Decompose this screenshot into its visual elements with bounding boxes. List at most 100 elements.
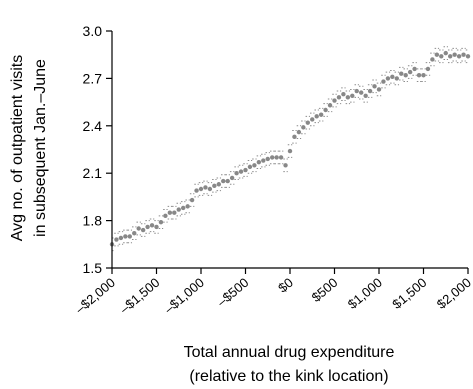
data-point bbox=[176, 207, 181, 212]
x-tick-label: –$1,000 bbox=[161, 275, 207, 317]
data-point bbox=[301, 125, 306, 130]
data-point bbox=[261, 158, 266, 163]
data-point bbox=[327, 103, 333, 108]
data-point bbox=[345, 95, 351, 100]
data-point bbox=[283, 163, 288, 168]
data-point bbox=[225, 178, 230, 184]
data-point bbox=[127, 234, 132, 239]
data-point bbox=[399, 71, 404, 76]
data-point bbox=[421, 73, 426, 78]
data-point bbox=[229, 175, 235, 181]
data-point bbox=[145, 224, 150, 230]
data-point bbox=[265, 156, 270, 162]
data-point bbox=[270, 155, 275, 160]
data-point bbox=[403, 73, 408, 78]
data-point bbox=[305, 120, 310, 125]
data-point bbox=[430, 57, 435, 62]
data-point bbox=[350, 93, 355, 98]
data-point bbox=[310, 117, 315, 122]
data-point bbox=[234, 171, 239, 176]
data-point bbox=[367, 88, 373, 94]
data-point bbox=[318, 112, 324, 117]
y-tick-label: 1.5 bbox=[83, 260, 103, 276]
data-point bbox=[132, 231, 137, 236]
x-axis-title-line-1: Total annual drug expenditure bbox=[184, 344, 395, 361]
data-point bbox=[354, 88, 359, 94]
data-point bbox=[448, 54, 453, 59]
data-point bbox=[434, 52, 440, 57]
data-point bbox=[332, 98, 337, 103]
data-point bbox=[390, 74, 395, 80]
data-point bbox=[185, 204, 190, 209]
data-point bbox=[372, 84, 377, 89]
data-point bbox=[416, 73, 422, 78]
y-axis-title-line-2: in subsequent Jan.–June bbox=[32, 59, 49, 237]
data-point bbox=[314, 114, 319, 119]
y-axis-ticks: 1.5 1.8 2.1 2.4 2.7 3.0 bbox=[83, 23, 112, 276]
x-tick-label: –$1,500 bbox=[117, 275, 163, 317]
confidence-intervals bbox=[112, 46, 468, 252]
data-points bbox=[109, 50, 471, 247]
data-point bbox=[323, 107, 328, 113]
data-point bbox=[465, 54, 471, 59]
data-point bbox=[140, 227, 146, 233]
data-point bbox=[341, 92, 346, 97]
data-point bbox=[296, 129, 302, 135]
data-point bbox=[212, 183, 217, 189]
data-point bbox=[363, 93, 368, 98]
data-point bbox=[456, 54, 462, 59]
data-point bbox=[123, 234, 128, 239]
x-tick-label: $1,000 bbox=[345, 275, 385, 312]
x-tick-label: $500 bbox=[309, 275, 341, 305]
data-point bbox=[439, 54, 444, 59]
data-point bbox=[407, 69, 413, 75]
data-point bbox=[118, 235, 124, 241]
data-point bbox=[154, 224, 159, 230]
data-point bbox=[385, 76, 391, 81]
data-point bbox=[287, 148, 293, 154]
data-point bbox=[136, 226, 141, 231]
data-point bbox=[256, 159, 262, 165]
data-point bbox=[194, 188, 199, 193]
data-point bbox=[158, 219, 164, 225]
x-axis-title-line-2: (relative to the kink location) bbox=[189, 368, 388, 385]
y-tick-label: 1.8 bbox=[83, 213, 103, 229]
y-axis-title-line-1: Avg no. of outpatient visits bbox=[9, 55, 26, 241]
x-tick-label: $2,000 bbox=[434, 275, 473, 312]
x-axis-ticks: –$2,000–$1,500–$1,000 –$500 $0 $500 $1,000 $1… bbox=[72, 268, 473, 317]
data-point bbox=[425, 66, 431, 72]
data-point bbox=[376, 87, 382, 92]
y-tick-label: 2.4 bbox=[83, 118, 103, 134]
data-point bbox=[247, 164, 253, 170]
x-tick-label: –$500 bbox=[214, 275, 251, 310]
data-point bbox=[181, 205, 186, 211]
data-point bbox=[238, 169, 244, 174]
data-point bbox=[203, 185, 208, 190]
data-point bbox=[278, 155, 284, 160]
y-tick-label: 2.7 bbox=[83, 70, 103, 86]
y-tick-label: 3.0 bbox=[83, 23, 103, 39]
data-point bbox=[336, 95, 342, 100]
data-point bbox=[292, 134, 297, 140]
data-point bbox=[221, 178, 226, 184]
data-point bbox=[163, 213, 168, 219]
data-point bbox=[274, 155, 279, 160]
data-point bbox=[381, 79, 386, 84]
data-point bbox=[216, 182, 221, 187]
data-point bbox=[243, 167, 248, 173]
x-tick-label: $1,500 bbox=[389, 275, 429, 312]
data-point bbox=[149, 223, 155, 228]
y-tick-label: 2.1 bbox=[83, 165, 103, 181]
data-point bbox=[461, 52, 466, 57]
data-point bbox=[452, 52, 457, 57]
data-point bbox=[167, 210, 173, 215]
data-point bbox=[252, 163, 257, 168]
x-tick-label: –$2,000 bbox=[72, 275, 118, 317]
data-point bbox=[189, 197, 195, 203]
data-point bbox=[394, 76, 399, 81]
data-point bbox=[207, 186, 213, 192]
data-point bbox=[443, 50, 448, 56]
data-point bbox=[412, 66, 417, 72]
data-point bbox=[359, 90, 364, 95]
